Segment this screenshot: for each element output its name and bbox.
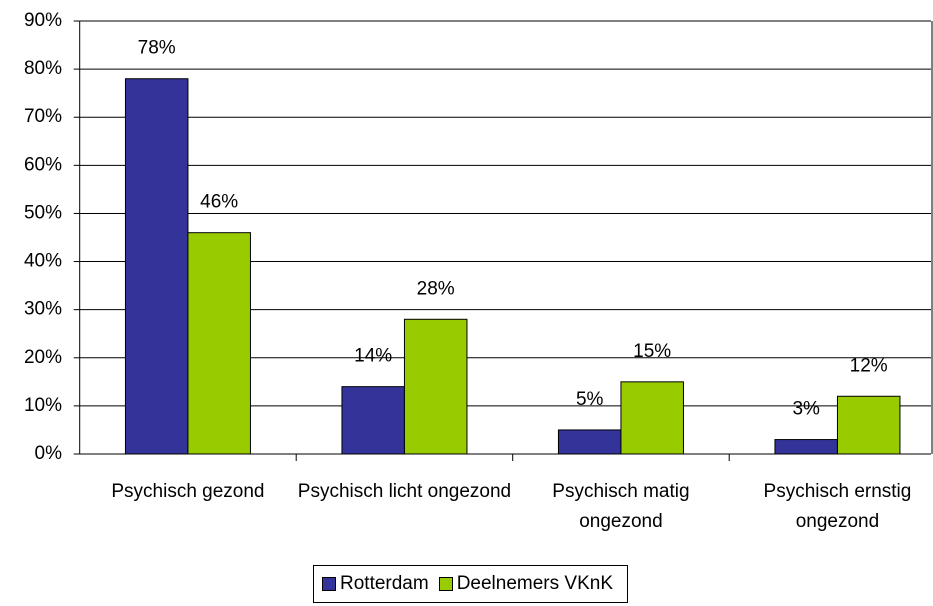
data-label: 12%	[850, 355, 888, 376]
legend-swatch	[438, 577, 453, 591]
y-tick-label: 50%	[24, 202, 62, 223]
data-label: 28%	[417, 278, 455, 299]
legend-swatch	[322, 577, 336, 591]
data-label: 3%	[792, 399, 820, 420]
bar	[124, 78, 189, 455]
y-tick-label: 0%	[35, 443, 63, 464]
data-label: 5%	[576, 389, 604, 410]
bar	[620, 381, 684, 455]
data-label: 15%	[633, 341, 671, 362]
bar	[403, 318, 468, 455]
legend-label: Rotterdam	[340, 573, 429, 594]
legend-item: Deelnemers VKnK	[438, 573, 613, 595]
legend-label: Deelnemers VKnK	[456, 573, 613, 594]
bar	[187, 232, 251, 455]
x-tick-label: Psychisch matig ongezond	[552, 481, 690, 532]
y-tick-label: 60%	[24, 154, 62, 175]
y-tick-label: 40%	[24, 251, 62, 272]
x-tick-label: Psychisch licht ongezond	[297, 481, 512, 502]
y-tick-label: 20%	[24, 347, 62, 368]
y-tick-label: 10%	[24, 395, 62, 416]
legend: Rotterdam Deelnemers VKnK	[313, 565, 628, 603]
y-tick-label: 80%	[24, 58, 62, 79]
bar	[836, 395, 901, 455]
y-tick-label: 70%	[24, 106, 62, 127]
legend-item: Rotterdam	[322, 573, 429, 595]
bar	[557, 429, 622, 455]
x-tick-label: Psychisch gezond	[111, 481, 265, 502]
x-tick-label: Psychisch ernstig ongezond	[763, 481, 912, 532]
y-tick-label: 30%	[24, 299, 62, 320]
data-label: 46%	[200, 192, 238, 213]
data-label: 14%	[354, 346, 392, 367]
y-tick-label: 90%	[24, 10, 62, 31]
bar	[341, 386, 405, 455]
data-label: 78%	[138, 38, 176, 59]
bar	[774, 439, 838, 455]
